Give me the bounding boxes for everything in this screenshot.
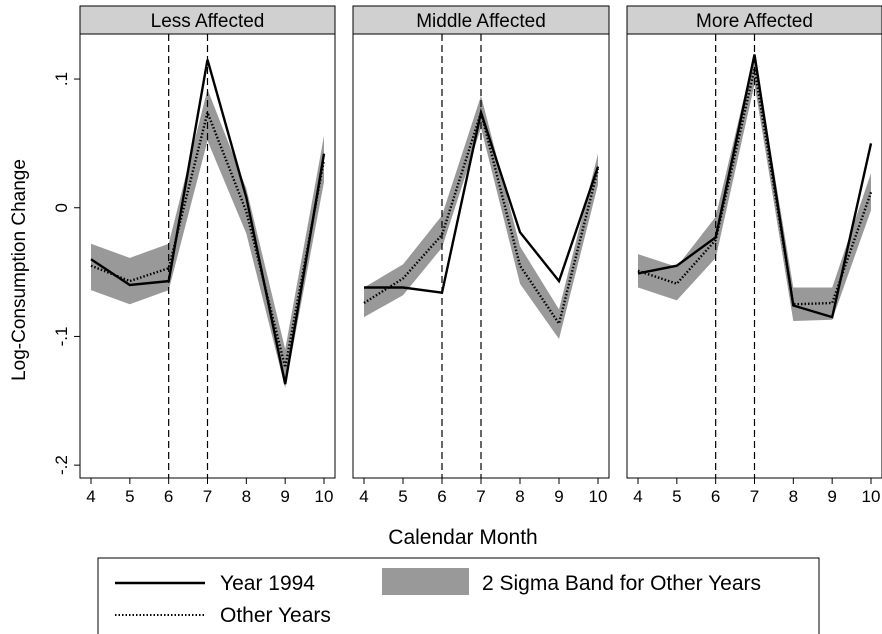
x-tick-label: 10	[862, 487, 881, 506]
panel-title: More Affected	[696, 11, 813, 32]
panels-layer: Less Affected 4 5 6 7 8 9 10 Middle Affected 4 5 6 7…	[79, 5, 882, 506]
panel-1: Less Affected 4 5 6 7 8 9 10	[79, 5, 336, 506]
legend-label-year-1994: Year 1994	[220, 572, 315, 595]
x-tick-label: 4	[633, 487, 642, 506]
x-tick-label: 6	[437, 487, 446, 506]
x-tick-label: 6	[164, 487, 173, 506]
x-tick-label: 9	[827, 487, 836, 506]
legend-swatch-band	[382, 568, 469, 595]
x-tick-label: 7	[750, 487, 759, 506]
x-tick-label: 8	[242, 487, 251, 506]
panel-title-strip	[626, 5, 882, 35]
y-axis: .1 0 -.1 -.2	[52, 72, 80, 475]
panel-2: Middle Affected 4 5 6 7 8 9 10	[352, 5, 610, 506]
x-tick-label: 7	[476, 487, 485, 506]
panel-title-strip	[352, 5, 610, 35]
panel-title: Middle Affected	[416, 11, 546, 32]
x-tick-label: 10	[315, 487, 334, 506]
y-tick-label: .1	[52, 72, 71, 86]
series-year-1994	[637, 54, 873, 319]
legend: Year 1994 2 Sigma Band for Other Years O…	[97, 557, 820, 634]
x-tick-label: 4	[86, 487, 95, 506]
sigma-band	[364, 95, 598, 339]
x-tick-label: 10	[589, 487, 608, 506]
y-tick-label: -.2	[52, 455, 71, 475]
legend-label-other-years: Other Years	[220, 604, 331, 627]
x-tick-label: 9	[554, 487, 563, 506]
y-tick-label: -.1	[52, 327, 71, 347]
series-year-1994	[90, 59, 326, 385]
x-tick-label: 5	[672, 487, 681, 506]
y-axis-title: Log-Consumption Change	[9, 159, 30, 381]
panel-title: Less Affected	[151, 11, 265, 32]
x-tick-label: 5	[125, 487, 134, 506]
panel-title-strip	[79, 5, 336, 35]
x-tick-label: 5	[398, 487, 407, 506]
x-tick-label: 9	[280, 487, 289, 506]
x-tick-label: 6	[711, 487, 720, 506]
panel-3: More Affected 4 5 6 7 8 9 10	[626, 5, 882, 506]
legend-label-band: 2 Sigma Band for Other Years	[482, 572, 761, 595]
sigma-band	[638, 53, 871, 322]
x-axis-title: Calendar Month	[388, 526, 537, 549]
x-tick-label: 4	[359, 487, 368, 506]
series-other-years	[363, 108, 600, 327]
y-tick-label: 0	[52, 203, 71, 212]
x-tick-label: 8	[515, 487, 524, 506]
series-year-1994	[364, 107, 600, 295]
x-tick-label: 8	[789, 487, 798, 506]
x-tick-label: 7	[203, 487, 212, 506]
